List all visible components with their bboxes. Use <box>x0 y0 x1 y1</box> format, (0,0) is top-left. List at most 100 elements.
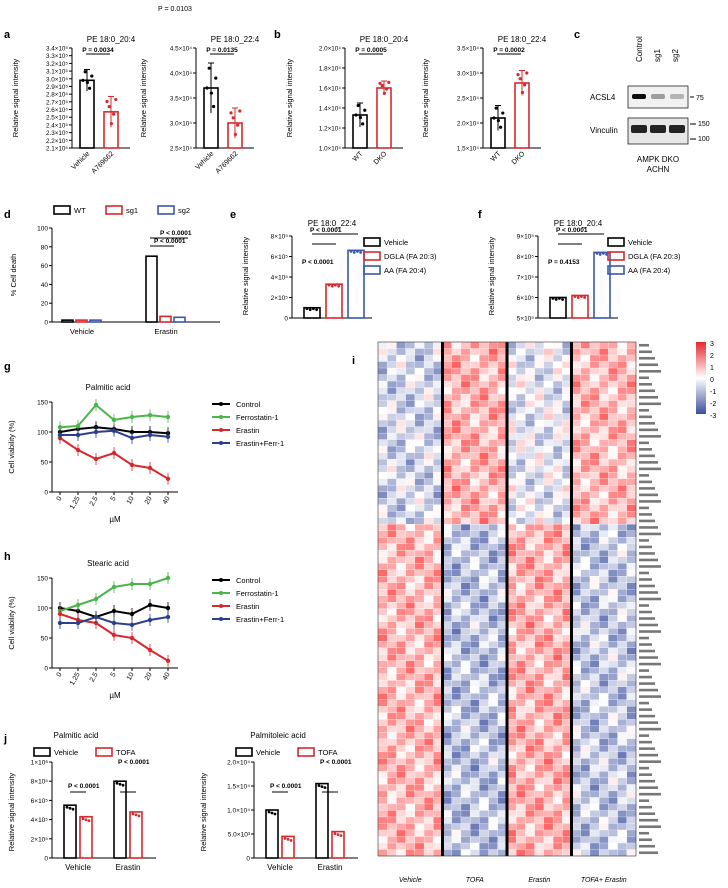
heatmap-cell <box>580 745 591 753</box>
heatmap-cell <box>377 803 388 811</box>
heatmap-cell <box>552 810 563 818</box>
heatmap-cell <box>626 556 637 564</box>
heatmap-cell <box>396 413 406 421</box>
heatmap-cell <box>598 406 609 414</box>
heatmap-cell <box>552 530 563 538</box>
heatmap-cell <box>608 634 618 642</box>
heatmap-cell <box>387 784 397 792</box>
heatmap-cell <box>552 712 563 720</box>
heatmap-cell <box>534 712 545 720</box>
heatmap-cell <box>451 556 462 564</box>
heatmap-cell <box>626 842 637 850</box>
chart-title: PE 18:0_22:4 <box>211 35 260 44</box>
heatmap-cell <box>598 537 609 545</box>
heatmap-cell <box>377 537 388 545</box>
y-axis-label: % Cell death <box>9 254 18 297</box>
heatmap-cell <box>552 816 563 824</box>
heatmap-cell <box>608 758 618 766</box>
heatmap-cell <box>534 738 545 746</box>
heatmap-cell <box>460 537 471 545</box>
heatmap-cell <box>396 471 406 479</box>
heatmap-cell <box>377 426 388 434</box>
heatmap-cell <box>534 836 545 844</box>
row-label-mark <box>639 617 655 620</box>
heatmap-cell <box>414 589 425 597</box>
heatmap-cell <box>423 680 434 688</box>
heatmap-cell <box>396 576 406 584</box>
heatmap-cell <box>396 615 406 623</box>
heatmap-cell <box>479 589 489 597</box>
row-label-mark <box>639 402 661 406</box>
heatmap-cell <box>589 439 600 447</box>
heatmap-cell <box>608 654 618 662</box>
heatmap-cell <box>543 589 554 597</box>
heatmap-cell <box>460 797 471 805</box>
heatmap-cell <box>543 615 554 623</box>
heatmap-cell <box>543 517 554 525</box>
heatmap-cell <box>608 511 618 519</box>
heatmap-cell <box>516 543 526 551</box>
data-point <box>209 91 213 95</box>
heatmap-cell <box>589 641 600 649</box>
heatmap-cell <box>580 439 591 447</box>
p-value: P = 0.0135 <box>206 47 238 54</box>
heatmap-cell <box>525 361 535 369</box>
heatmap-cell <box>580 550 591 558</box>
heatmap-cell <box>516 803 526 811</box>
legend-marker <box>219 415 223 419</box>
heatmap-cell <box>534 842 545 850</box>
heatmap-cell <box>543 484 554 492</box>
heatmap-cell <box>626 484 637 492</box>
heatmap-cell <box>589 491 600 499</box>
bar <box>315 782 329 859</box>
heatmap-cell <box>534 680 545 688</box>
heatmap-cell <box>552 439 563 447</box>
row-label-mark <box>639 591 658 594</box>
heatmap-cell <box>396 341 406 349</box>
heatmap-cell <box>423 712 434 720</box>
bar <box>79 815 93 859</box>
heatmap-cell <box>414 504 425 512</box>
heatmap-cell <box>598 504 609 512</box>
heatmap-cell <box>469 354 480 362</box>
heatmap-cell <box>405 498 416 506</box>
heatmap-cell <box>534 621 545 629</box>
heatmap-cell <box>543 764 554 772</box>
y-tick-label: 2×10⁵ <box>31 836 49 843</box>
heatmap-cell <box>488 484 499 492</box>
heatmap-cell <box>617 602 628 610</box>
heatmap-cell <box>460 380 471 388</box>
heatmap-cell <box>460 439 471 447</box>
heatmap-cell <box>414 647 425 655</box>
heatmap-cell <box>469 790 480 798</box>
heatmap-cell <box>608 524 618 532</box>
heatmap-cell <box>479 354 489 362</box>
heatmap-cell <box>552 615 563 623</box>
heatmap-cell <box>414 660 425 668</box>
legend-label: Vehicle <box>54 748 78 757</box>
heatmap-cell <box>451 543 462 551</box>
heatmap-cell <box>479 550 489 558</box>
y-tick-label: 150 <box>37 576 48 583</box>
heatmap-cell <box>469 712 480 720</box>
heatmap-cell <box>405 849 416 857</box>
heatmap-cell <box>589 445 600 453</box>
heatmap-cell <box>516 374 526 382</box>
heatmap-cell <box>617 406 628 414</box>
heatmap-cell <box>516 777 526 785</box>
heatmap-cell <box>479 615 489 623</box>
heatmap-cell <box>598 595 609 603</box>
heatmap-cell <box>387 498 397 506</box>
heatmap-cell <box>387 348 397 356</box>
heatmap-cell <box>460 484 471 492</box>
heatmap-cell <box>479 810 489 818</box>
heatmap-cell <box>460 589 471 597</box>
heatmap-cell <box>414 354 425 362</box>
heatmap-cell <box>608 484 618 492</box>
heatmap-cell <box>377 693 388 701</box>
heatmap-cell <box>617 706 628 714</box>
bar <box>593 251 611 319</box>
y-tick-label: 1.0×10⁴ <box>227 808 250 815</box>
heatmap-cell <box>469 686 480 694</box>
heatmap-cell <box>608 406 618 414</box>
